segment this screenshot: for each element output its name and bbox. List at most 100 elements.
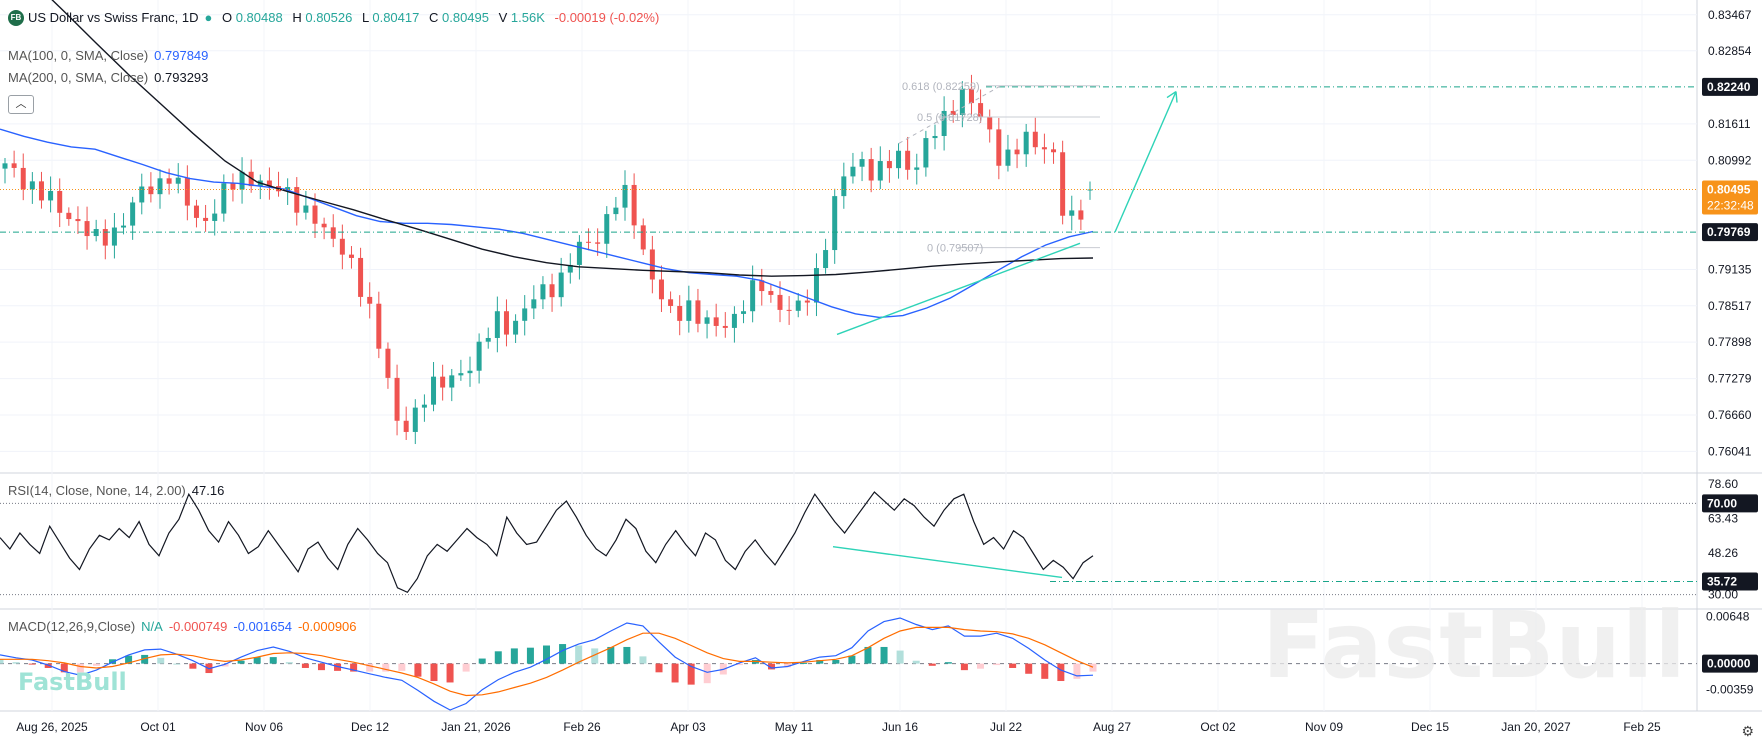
- candle-body: [786, 309, 792, 311]
- ma100-value: 0.797849: [154, 48, 209, 63]
- macd-histogram-bar: [848, 655, 856, 664]
- macd-zero-tag-bg: [1702, 654, 1758, 673]
- support-tag: 0.79769: [1707, 225, 1751, 239]
- candle-body: [932, 135, 938, 139]
- macd-histogram-bar: [591, 648, 599, 664]
- candle-body: [294, 187, 300, 213]
- candle-body: [1032, 131, 1038, 148]
- candle-body: [266, 180, 272, 187]
- rsi-tick-label: 63.43: [1708, 511, 1738, 525]
- candle-body: [640, 225, 646, 250]
- macd-histogram-bar: [896, 650, 904, 664]
- macd-histogram-bar: [125, 655, 133, 664]
- macd-histogram-bar: [864, 646, 872, 664]
- macd-histogram-bar: [189, 663, 197, 669]
- candle-body: [1060, 152, 1066, 216]
- rsi-value: 47.16: [191, 483, 225, 498]
- price-tick-label: 0.77279: [1708, 372, 1752, 386]
- candle-body: [431, 376, 437, 405]
- macd-histogram-bar: [1057, 663, 1065, 682]
- ma100-legend[interactable]: MA(100, 0, SMA, Close) 0.797849: [8, 48, 214, 64]
- macd-histogram-bar: [382, 663, 390, 672]
- candle-body: [832, 196, 838, 251]
- candle-body: [20, 167, 26, 190]
- candle-body: [458, 373, 464, 376]
- ma100-line: [0, 128, 1094, 319]
- macd-histogram-bar: [366, 663, 374, 672]
- macd-label: MACD(12,26,9,Close): [8, 619, 136, 634]
- price-tick-label: 0.81611: [1708, 117, 1751, 131]
- rsi-tick-label: 78.60: [1708, 477, 1738, 491]
- open-value: 0.80488: [235, 10, 283, 25]
- candle-body: [558, 272, 564, 298]
- candle-body: [212, 213, 218, 221]
- candle-body: [750, 280, 756, 312]
- arrow-head-icon: [1166, 91, 1178, 103]
- candle-body: [57, 190, 63, 213]
- macd-histogram-bar: [398, 663, 406, 671]
- rsi-legend[interactable]: RSI(14, Close, None, 14, 2.00) 47.16: [8, 483, 230, 499]
- candle-body: [1078, 210, 1084, 220]
- macd-line: [0, 617, 1094, 711]
- current-price-tag-bg: [1702, 180, 1758, 215]
- candle-body: [649, 249, 655, 280]
- candle-body: [968, 88, 974, 104]
- candle-body: [868, 159, 874, 181]
- support-tag-bg: [1702, 223, 1758, 242]
- candle-body: [823, 250, 829, 269]
- candle-body: [358, 257, 364, 297]
- candle-body: [148, 186, 154, 195]
- macd-histogram-bar: [639, 656, 647, 664]
- time-tick-label: Jan 20, 2027: [1501, 720, 1571, 734]
- rsi-trendline: [832, 546, 1063, 579]
- macd-histogram-bar: [575, 645, 583, 664]
- macd-histogram-bar: [993, 663, 1001, 666]
- candle-body: [285, 187, 291, 192]
- candle-body: [449, 375, 455, 388]
- rsi-tick-label: 48.26: [1708, 546, 1738, 560]
- macd-hist-value: N/A: [141, 619, 163, 634]
- macd-histogram-bar: [912, 660, 920, 664]
- price-tick-label: 0.76041: [1708, 444, 1752, 458]
- macd-histogram-bar: [559, 644, 567, 664]
- candle-body: [768, 291, 774, 295]
- candle-body: [11, 163, 17, 168]
- fib-swing-line: [898, 84, 1004, 144]
- candle-body: [66, 212, 72, 220]
- candle-body: [914, 167, 920, 170]
- macd-histogram-bar: [430, 663, 438, 682]
- macd-histogram-bar: [253, 657, 261, 664]
- candle-body: [513, 320, 519, 335]
- symbol-title[interactable]: US Dollar vs Swiss Franc, 1D: [28, 10, 199, 25]
- macd-histogram-bar: [735, 663, 743, 666]
- volume-label: V: [498, 10, 508, 25]
- high-label: H: [292, 10, 302, 25]
- macd-histogram-bar: [478, 658, 486, 664]
- candle-body: [221, 183, 227, 214]
- close-label: C: [428, 10, 439, 25]
- candle-body: [795, 300, 801, 311]
- ohlc-legend: US Dollar vs Swiss Franc, 1D ● O 0.80488 …: [28, 10, 665, 26]
- candle-body: [759, 280, 765, 292]
- candle-body: [476, 341, 482, 371]
- candle-body: [595, 242, 601, 244]
- time-tick-label: Jul 22: [990, 720, 1022, 734]
- collapse-legend-button[interactable]: ︿: [8, 95, 34, 114]
- time-tick-label: Apr 03: [670, 720, 706, 734]
- candle-body: [1069, 210, 1075, 216]
- candle-body: [111, 227, 117, 246]
- rsi-label: RSI(14, Close, None, 14, 2.00): [8, 483, 186, 498]
- candle-body: [485, 337, 491, 342]
- macd-histogram-bar: [12, 662, 20, 664]
- rsi-support-tag: 35.72: [1707, 575, 1737, 589]
- ma200-legend[interactable]: MA(200, 0, SMA, Close) 0.793293: [8, 70, 214, 86]
- candle-body: [440, 376, 446, 388]
- macd-histogram-bar: [462, 663, 470, 672]
- candle-body: [166, 178, 172, 184]
- gear-icon[interactable]: ⚙: [1741, 723, 1754, 739]
- candle-body: [996, 129, 1002, 166]
- price-tick-label: 0.76660: [1708, 408, 1752, 422]
- macd-histogram-bar: [800, 662, 808, 664]
- macd-legend[interactable]: MACD(12,26,9,Close) N/A -0.000749 -0.001654…: [8, 619, 363, 635]
